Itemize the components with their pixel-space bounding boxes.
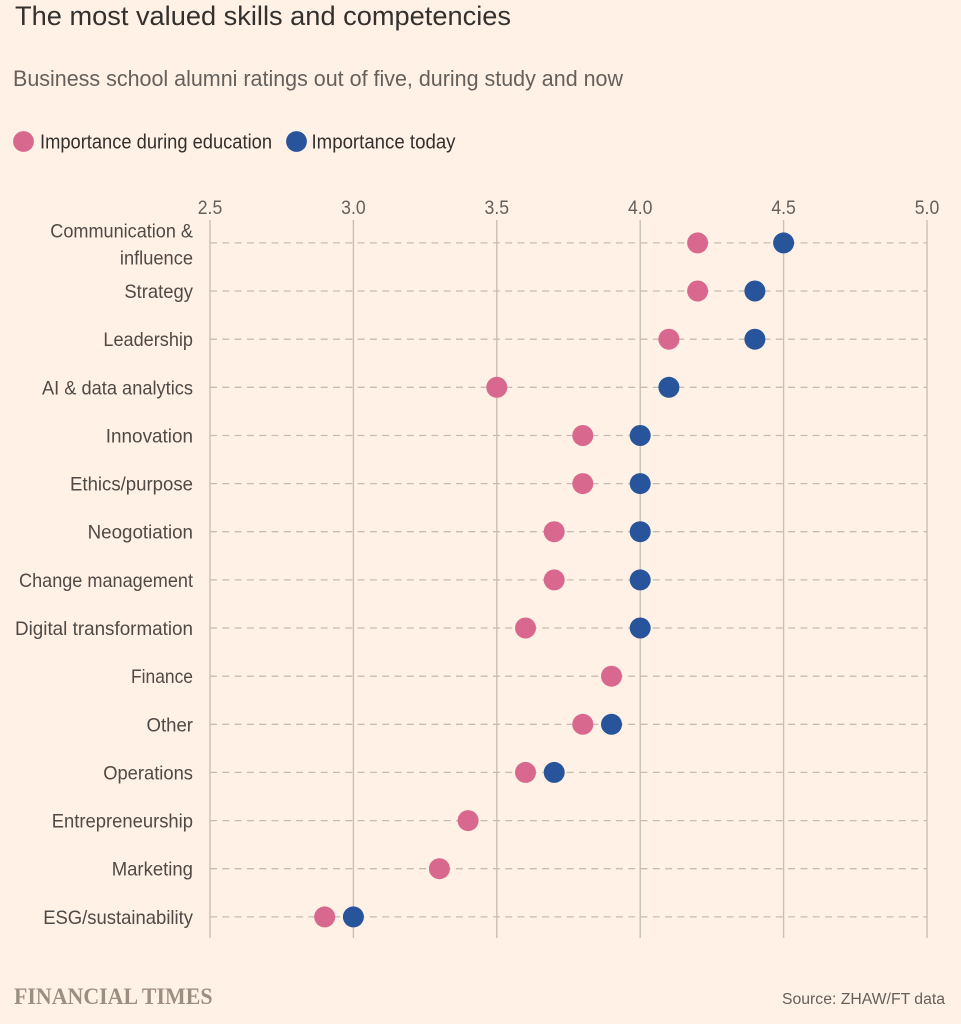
svg-text:The most valued skills and com: The most valued skills and competencies <box>15 1 511 31</box>
svg-text:Leadership: Leadership <box>103 329 193 351</box>
svg-text:Ethics/purpose: Ethics/purpose <box>70 474 193 496</box>
svg-text:Importance today: Importance today <box>312 132 456 154</box>
svg-text:Innovation: Innovation <box>106 426 193 448</box>
svg-text:Importance during education: Importance during education <box>40 132 272 154</box>
svg-text:Source: ZHAW/FT data: Source: ZHAW/FT data <box>782 991 945 1008</box>
svg-text:Other: Other <box>147 714 194 736</box>
svg-text:Communication &: Communication & <box>50 220 193 242</box>
svg-text:influence: influence <box>120 247 193 269</box>
svg-text:3.0: 3.0 <box>341 197 366 219</box>
svg-text:3.5: 3.5 <box>485 197 510 219</box>
svg-text:AI & data analytics: AI & data analytics <box>42 377 193 399</box>
svg-text:Finance: Finance <box>131 666 193 688</box>
svg-text:Entrepreneurship: Entrepreneurship <box>52 811 193 833</box>
svg-text:2.5: 2.5 <box>198 197 223 219</box>
svg-text:ESG/sustainability: ESG/sustainability <box>43 907 193 929</box>
svg-text:Change management: Change management <box>19 570 194 592</box>
svg-text:FINANCIAL TIMES: FINANCIAL TIMES <box>14 984 213 1009</box>
svg-text:Neogotiation: Neogotiation <box>88 522 193 544</box>
svg-text:Marketing: Marketing <box>112 859 193 881</box>
svg-text:Operations: Operations <box>103 762 193 784</box>
svg-text:Digital transformation: Digital transformation <box>15 618 193 640</box>
svg-text:Strategy: Strategy <box>124 281 193 303</box>
svg-text:4.5: 4.5 <box>771 197 796 219</box>
svg-text:4.0: 4.0 <box>628 197 653 219</box>
svg-text:5.0: 5.0 <box>915 197 940 219</box>
svg-text:Business school alumni ratings: Business school alumni ratings out of fi… <box>13 66 623 91</box>
